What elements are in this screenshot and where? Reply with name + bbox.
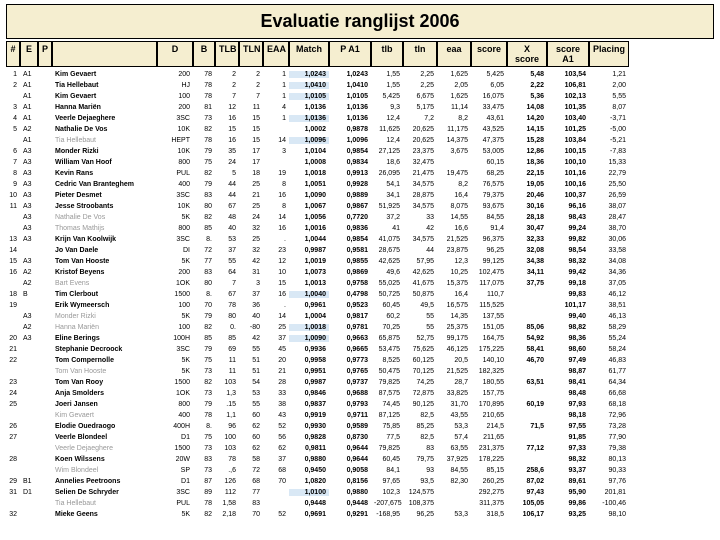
h-d: D (157, 41, 193, 67)
h-scorea1: score A1 (547, 41, 589, 67)
table-row: 23Tom Van Rooy15008210354280,99870,97377… (6, 377, 714, 388)
h-num: # (6, 41, 20, 67)
table-row: A1Tia HellebautHEPT781615141,00961,00961… (6, 135, 714, 146)
table-row: 18BTim Clerbout15008.6737161,00400,47985… (6, 289, 714, 300)
table-row: 8A3Kevin RansPUL82518191,00180,991326,09… (6, 168, 714, 179)
h-pa1: P A1 (329, 41, 371, 67)
table-row: A2Bart Evens1OK8073151,00130,975855,0254… (6, 278, 714, 289)
table-row: Veerle Dejaeghere15007310362620,98110,96… (6, 443, 714, 454)
table-row: A1Kim Gevaert100787711,01051,01055,4256,… (6, 91, 714, 102)
table-row: Kim Gevaert400781,160430,99190,971187,12… (6, 410, 714, 421)
table-row: 14Jo Van DaeleDI723732230,99870,958128,6… (6, 245, 714, 256)
table-row: 25Joeri Jansen80079.1555380,98370,979374… (6, 399, 714, 410)
table-row: 3A1Hanna Mariën20081121141,01361,01369,3… (6, 102, 714, 113)
h-match: Match (289, 41, 329, 67)
table-row: Wim BlondeelSP73.,672680,94500,905884,19… (6, 465, 714, 476)
table-row: 21Stephanie Decroock3SC796955450,99360,9… (6, 344, 714, 355)
table-row: 22Tom Compernolle5K751151200,99580,97738… (6, 355, 714, 366)
table-row: A3Thomas Mathijs800854032161,00160,98364… (6, 223, 714, 234)
table-header: # E P D B TLB TLN EAA Match P A1 tlb tln… (6, 41, 714, 67)
h-b: B (193, 41, 215, 67)
h-tlb: TLB (215, 41, 239, 67)
table-row: 15A3Tom Van Hooste5K775542121,00190,9855… (6, 256, 714, 267)
table-row: A3Monder Rizki5K798040141,00040,981760,2… (6, 311, 714, 322)
table-row: 27Veerle BlondeelD17510060560,98280,8730… (6, 432, 714, 443)
table-row: A2Hanna Mariën100820.-80251,00180,978170… (6, 322, 714, 333)
table-row: Tia HellebautPUL781,58830,94480,9448-207… (6, 498, 714, 509)
h-tln2: tln (403, 41, 437, 67)
table-row: 28Koen Wilssens20W837858370,98800,964460… (6, 454, 714, 465)
table-row: 26Elodie Ouedraogo400H8.9662520,99300,95… (6, 421, 714, 432)
h-score: score (471, 41, 507, 67)
table-row: 9A3Cedric Van Branteghem40079442581,0051… (6, 179, 714, 190)
table-row: 11A3Jesse Stroobants10K80672581,00670,98… (6, 201, 714, 212)
table-row: 32Mieke Geens5K822,1870520,96910,9291-16… (6, 509, 714, 520)
table-row: 1A1Kim Gevaert200782211,02431,02431,552,… (6, 69, 714, 80)
table-row: 6A3Monder Rizki10K79351731,01040,985427,… (6, 146, 714, 157)
table-row: 4A1Veerle Dejaeghere3SC73161511,01361,01… (6, 113, 714, 124)
table-row: 29B1Annelies PeetroonsD18712668701,08200… (6, 476, 714, 487)
table-row: A3Nathalie De Vos5K824824141,00560,77203… (6, 212, 714, 223)
h-tln: TLN (239, 41, 263, 67)
h-e: E (20, 41, 38, 67)
table-body: 1A1Kim Gevaert200782211,02431,02431,552,… (6, 69, 714, 520)
table-row: 13A3Krijn Van Koolwijk3SC8.5325.1,00440,… (6, 234, 714, 245)
table-row: 10A3Pieter Desmet3SC834421161,00900,9889… (6, 190, 714, 201)
page-title: Evaluatie ranglijst 2006 (6, 4, 714, 39)
h-tlb2: tlb (371, 41, 403, 67)
h-xscore: X score (507, 41, 547, 67)
h-placing: Placing (589, 41, 629, 67)
h-eaa2: eaa (437, 41, 471, 67)
table-row: Tom Van Hooste5K731151210,99510,976550,4… (6, 366, 714, 377)
table-row: 2A1Tia HellebautHJ782211,04101,04101,552… (6, 80, 714, 91)
table-row: 20A3Eline Berings100H858542371,00900,966… (6, 333, 714, 344)
table-row: 31D1Selien De Schryder3SC89112771,01000,… (6, 487, 714, 498)
h-eaa: EAA (263, 41, 289, 67)
table-row: 7A3William Van Hoof8007524171,00080,9834… (6, 157, 714, 168)
h-name (52, 41, 157, 67)
table-row: 24Anja Smolders1OK731,353330,98460,96888… (6, 388, 714, 399)
table-row: 16A2Kristof Beyens200836431101,00730,986… (6, 267, 714, 278)
h-p: P (38, 41, 52, 67)
table-row: 5A2Nathalie De Vos10K8215151,00020,98781… (6, 124, 714, 135)
table-row: 19Erik Wymeersch100707836.0,99610,952360… (6, 300, 714, 311)
